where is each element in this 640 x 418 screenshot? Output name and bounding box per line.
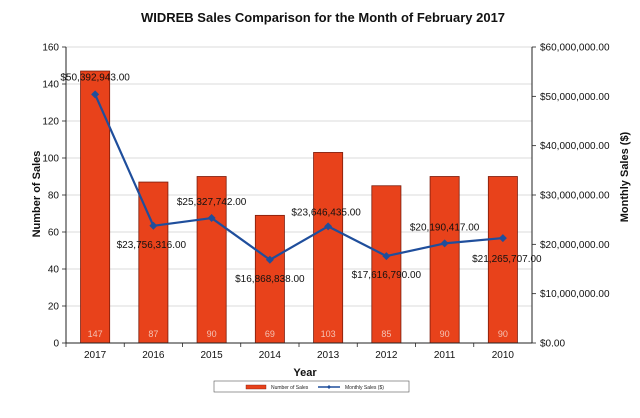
legend-line-label: Monthly Sales ($)	[345, 385, 384, 391]
line-point-label: $20,190,417.00	[410, 222, 480, 233]
x-tick-label: 2012	[375, 350, 398, 361]
legend-bar-swatch	[245, 384, 267, 390]
bars-layer	[80, 70, 518, 344]
x-tick-label: 2017	[84, 350, 107, 361]
x-tick-label: 2016	[142, 350, 165, 361]
line-point-label: $23,646,435.00	[291, 207, 361, 218]
y-left-tick-label: 120	[42, 117, 59, 128]
x-tick-label: 2011	[434, 350, 456, 361]
line-point-marker	[149, 221, 158, 230]
line-point-marker	[91, 90, 100, 99]
legend-frame	[213, 380, 410, 393]
line-point-label: $50,392,943.00	[60, 72, 130, 83]
bar-value-label: 90	[440, 329, 450, 339]
y-right-tick-label: $60,000,000.00	[540, 43, 610, 54]
bar-value-label: 69	[265, 329, 275, 339]
y-left-tick-label: 100	[42, 154, 59, 165]
y-left-tick-label: 20	[48, 302, 60, 313]
y-left-tick-label: 80	[48, 191, 60, 202]
axes-layer: 0 20 40 60 80 100 120 140 160 $0.00 $10,000,000.00…	[42, 43, 610, 362]
bar-value-label: 87	[148, 329, 158, 339]
line-point-marker	[498, 234, 507, 243]
bar-value-label: 85	[381, 329, 391, 339]
line-series-monthly-sales	[94, 93, 503, 261]
y-right-tick-label: $30,000,000.00	[540, 191, 610, 202]
x-tick-label: 2015	[201, 350, 224, 361]
bar	[80, 70, 111, 344]
line-layer	[91, 90, 507, 264]
line-point-marker	[440, 239, 449, 248]
line-point-marker	[265, 255, 274, 264]
x-tick-label: 2013	[317, 350, 340, 361]
bar	[138, 181, 169, 344]
line-point-marker	[324, 222, 333, 231]
line-point-marker	[382, 252, 391, 261]
chart-title: WIDREB Sales Comparison for the Month of…	[141, 10, 505, 25]
legend-line-marker	[327, 385, 331, 389]
bar	[429, 176, 460, 344]
bar	[371, 185, 402, 344]
y-right-tick-label: $40,000,000.00	[540, 141, 610, 152]
bar-value-label: 103	[321, 329, 336, 339]
y-right-tick-label: $0.00	[540, 339, 565, 350]
bar	[487, 176, 518, 344]
y-right-tick-label: $20,000,000.00	[540, 240, 610, 251]
grid-layer	[66, 46, 532, 343]
y-left-tick-label: 160	[42, 43, 59, 54]
bar	[196, 176, 227, 344]
line-point-marker	[207, 214, 216, 223]
y-left-tick-label: 140	[42, 80, 59, 91]
bar-value-label: 90	[207, 329, 217, 339]
bar-value-label: 90	[498, 329, 508, 339]
line-point-label: $23,756,316.00	[117, 240, 187, 251]
y-axis-right-title: Monthly Sales ($)	[619, 131, 631, 222]
legend-bar-label: Number of Sales	[271, 385, 309, 391]
line-point-label: $21,265,707.00	[472, 254, 542, 265]
line-point-label: $16,868,838.00	[235, 274, 305, 285]
labels-layer: 147 87 90 69 103 85 90 90 $50,392,943.00 $23,756,…	[60, 72, 542, 339]
y-right-tick-label: $50,000,000.00	[540, 92, 610, 103]
bar-value-label: 147	[88, 329, 103, 339]
line-point-label: $25,327,742.00	[177, 197, 247, 208]
x-tick-label: 2014	[259, 350, 282, 361]
y-left-tick-label: 0	[53, 339, 59, 350]
y-left-tick-label: 40	[48, 265, 60, 276]
y-left-tick-label: 60	[48, 228, 60, 239]
line-point-label: $17,616,790.00	[352, 270, 422, 281]
bar	[254, 214, 285, 344]
x-tick-label: 2010	[492, 350, 515, 361]
bar	[313, 152, 344, 344]
legend: Number of Sales Monthly Sales ($)	[213, 380, 410, 393]
y-right-tick-label: $10,000,000.00	[540, 289, 610, 300]
y-axis-left-title: Number of Sales	[31, 151, 43, 238]
x-axis-title: Year	[293, 367, 317, 379]
